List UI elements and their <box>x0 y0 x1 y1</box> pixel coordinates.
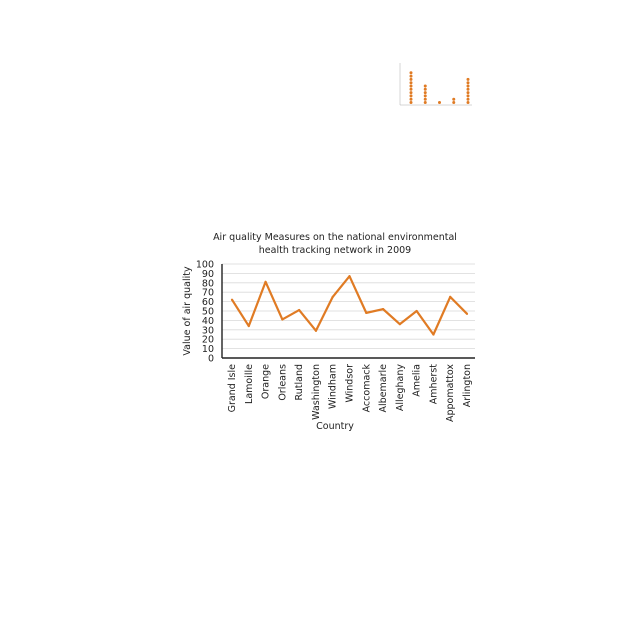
data-point <box>415 309 418 313</box>
thumbnail-dot <box>409 77 413 81</box>
x-category-label: Amherst <box>428 364 439 404</box>
thumbnail-dot <box>423 97 427 101</box>
x-category-label: Orleans <box>277 364 288 401</box>
thumbnail-dot <box>452 97 456 101</box>
data-point <box>247 324 250 328</box>
data-point <box>264 280 267 283</box>
thumbnail-dot <box>452 101 456 104</box>
data-point <box>314 329 318 332</box>
y-tick-label: 90 <box>202 269 214 280</box>
thumbnail-dot <box>438 101 441 104</box>
thumbnail-dot <box>423 91 427 95</box>
y-axis-title: Value of air quality <box>182 266 193 356</box>
thumbnail-dot <box>466 84 470 88</box>
x-category-label: Windsor <box>345 364 356 403</box>
grid-lines <box>222 263 475 350</box>
thumbnail-dot <box>466 81 470 85</box>
x-category-label: Accomack <box>361 364 372 413</box>
thumbnail-dot <box>423 87 427 91</box>
thumbnail-dot <box>423 84 427 88</box>
series-line <box>231 275 468 336</box>
thumbnail-dot <box>409 97 413 101</box>
thumbnail-dot <box>466 101 470 104</box>
x-category-label: Lamoille <box>244 364 255 404</box>
data-point <box>298 308 301 312</box>
thumbnail-dot <box>409 74 413 78</box>
thumbnail-dot <box>409 81 413 85</box>
y-tick-label: 10 <box>202 344 214 355</box>
data-point <box>432 333 435 336</box>
x-category-label: Orange <box>261 364 272 399</box>
x-axis-title: Country <box>316 421 354 432</box>
thumbnail-dot <box>466 97 470 101</box>
y-tick-label: 0 <box>208 354 214 365</box>
y-tick-label: 100 <box>196 260 214 271</box>
y-tick-label: 30 <box>202 325 214 336</box>
series-points <box>230 275 469 336</box>
thumbnail-dot <box>409 71 413 75</box>
y-tick-label: 60 <box>202 297 214 308</box>
x-category-label: Amelia <box>412 364 423 397</box>
data-point <box>465 312 469 315</box>
thumbnail-dot <box>409 91 413 95</box>
x-category-label: Grand Isle <box>227 364 238 413</box>
data-point <box>331 295 334 298</box>
x-category-label: Rutland <box>294 364 305 400</box>
thumbnail-dot <box>423 94 427 98</box>
data-point <box>449 295 452 298</box>
x-category-label: Alleghany <box>395 364 406 412</box>
thumbnail-background <box>390 55 476 117</box>
thumbnail-chart <box>390 55 476 117</box>
data-point <box>381 308 385 311</box>
thumbnail-dot <box>466 91 470 95</box>
y-tick-label: 40 <box>202 316 214 327</box>
x-category-label: Windham <box>328 364 339 409</box>
x-category-label: Appomattox <box>445 364 456 422</box>
y-tick-label: 20 <box>202 335 214 346</box>
thumbnail-dot <box>409 101 413 104</box>
thumbnail-dot <box>409 94 413 98</box>
y-tick-label: 70 <box>202 288 214 299</box>
thumbnail-dot <box>466 77 470 81</box>
data-point <box>348 275 351 278</box>
thumbnail-dot <box>423 101 427 104</box>
thumbnail-dot <box>466 87 470 91</box>
thumbnail-dots <box>409 71 470 104</box>
thumbnail-dot <box>409 84 413 88</box>
chart-title-line-1: Air quality Measures on the national env… <box>213 232 457 243</box>
data-point <box>230 298 234 301</box>
y-tick-label: 50 <box>202 307 214 318</box>
x-category-labels: Grand Isle Lamoille Orange Orleans Rutland Wa… <box>227 364 473 423</box>
x-category-label: Arlington <box>462 364 473 407</box>
data-point <box>365 311 368 314</box>
chart-title-line-2: health tracking network in 2009 <box>259 245 411 256</box>
data-point <box>398 323 401 326</box>
thumbnail-dot <box>409 87 413 91</box>
thumbnail-dot <box>466 94 470 98</box>
x-category-label: Washington <box>311 364 322 420</box>
y-tick-label: 80 <box>202 278 214 289</box>
x-category-label: Albemarle <box>378 364 389 413</box>
data-point <box>281 318 284 321</box>
